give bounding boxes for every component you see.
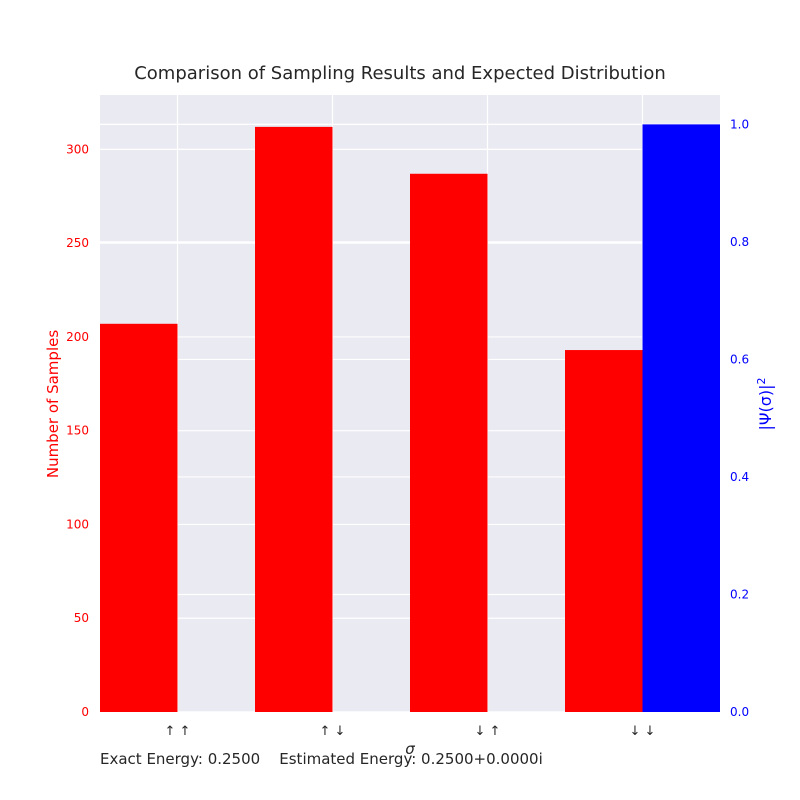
x-axis-ticks: ↑ ↑ ↑ ↓ ↓ ↑ ↓ ↓	[165, 724, 656, 739]
x-tick-label: ↓ ↑	[475, 724, 501, 739]
right-tick-label: 0.0	[730, 705, 749, 719]
left-axis-label: Number of Samples	[44, 330, 62, 478]
x-axis-label: σ	[405, 740, 415, 758]
sample-count-bar	[255, 126, 333, 712]
left-axis-ticks: 0 50 100 150 200 250 300	[66, 142, 89, 719]
left-tick-label: 0	[81, 705, 89, 719]
right-tick-label: 0.4	[730, 470, 749, 484]
left-tick-label: 100	[66, 517, 89, 531]
left-tick-label: 150	[66, 424, 89, 438]
chart-title: Comparison of Sampling Results and Expec…	[134, 63, 666, 84]
right-axis-label: |Ψ(σ)|2	[755, 378, 776, 431]
exact-energy-text: Exact Energy: 0.2500	[100, 750, 261, 768]
left-tick-label: 50	[74, 611, 89, 625]
bars	[100, 124, 720, 712]
right-tick-label: 0.2	[730, 587, 749, 601]
expected-probability-bar	[642, 124, 720, 712]
left-tick-label: 300	[66, 142, 89, 156]
x-tick-label: ↓ ↓	[630, 724, 656, 739]
left-tick-label: 250	[66, 236, 89, 250]
sample-count-bar	[565, 350, 643, 712]
sample-count-bar	[410, 173, 488, 712]
estimated-energy-text: Estimated Energy: 0.2500+0.0000i	[279, 750, 543, 768]
energy-footer: Exact Energy: 0.2500 Estimated Energy: 0…	[100, 750, 543, 768]
right-axis-label-exponent: 2	[755, 378, 768, 385]
right-tick-label: 1.0	[730, 117, 749, 131]
right-axis-ticks: 0.0 0.2 0.4 0.6 0.8 1.0	[730, 117, 749, 719]
x-tick-label: ↑ ↑	[165, 724, 191, 739]
sample-count-bar	[100, 323, 178, 712]
right-tick-label: 0.6	[730, 352, 749, 366]
right-tick-label: 0.8	[730, 235, 749, 249]
right-axis-label-base: |Ψ(σ)|	[756, 385, 775, 431]
left-tick-label: 200	[66, 330, 89, 344]
x-tick-label: ↑ ↓	[320, 724, 346, 739]
